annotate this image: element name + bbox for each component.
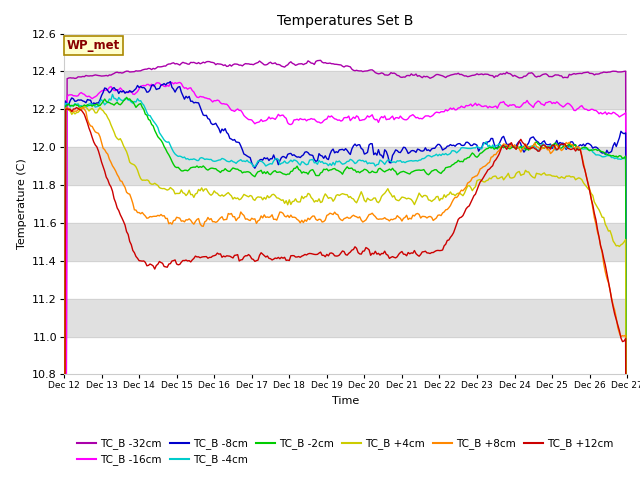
Bar xyxy=(64,147,627,185)
Bar xyxy=(64,72,627,109)
X-axis label: Time: Time xyxy=(332,396,359,406)
Y-axis label: Temperature (C): Temperature (C) xyxy=(17,158,27,250)
Bar xyxy=(64,299,627,336)
Bar xyxy=(64,223,627,261)
Text: WP_met: WP_met xyxy=(67,39,120,52)
Title: Temperatures Set B: Temperatures Set B xyxy=(277,14,414,28)
Legend: TC_B -32cm, TC_B -16cm, TC_B -8cm, TC_B -4cm, TC_B -2cm, TC_B +4cm, TC_B +8cm, T: TC_B -32cm, TC_B -16cm, TC_B -8cm, TC_B … xyxy=(74,434,618,469)
